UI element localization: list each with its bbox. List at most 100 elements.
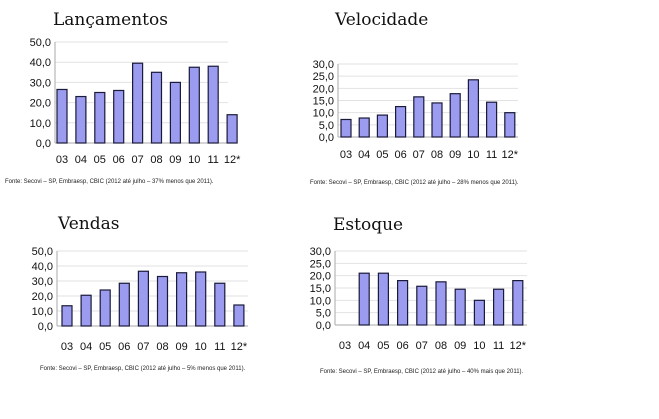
x-tick-label: 07: [413, 149, 425, 161]
x-tick-label: 06: [394, 149, 406, 161]
bar-10: [188, 66, 200, 144]
bar-06: [397, 280, 409, 326]
bar-10: [195, 271, 207, 327]
x-tick-label: 08: [156, 341, 168, 353]
x-tick-label: 10: [467, 149, 479, 161]
y-tick-label: 0,0: [36, 138, 51, 150]
bar-08: [431, 102, 443, 138]
chart-0: Lançamentos 0,0 10,0 20,0 30,0 40,0 50,0 03 04 05…: [5, 10, 241, 185]
x-tick-label: 03: [340, 149, 352, 161]
y-tick-label: 10,0: [310, 295, 331, 307]
chart-title: Velocidade: [334, 10, 428, 30]
bar-03: [56, 88, 68, 144]
x-tick-label: 07: [137, 341, 149, 353]
x-tick-label: 09: [169, 154, 181, 166]
bar-07: [413, 96, 425, 138]
x-tick-label: 09: [454, 340, 466, 352]
chart-3: Estoque 0,05,010,015,020,025,030,0 03 04 05 0…: [310, 215, 527, 375]
y-tick-label: 20,0: [32, 291, 53, 303]
chart-title: Estoque: [333, 215, 403, 235]
y-tick-label: 10,0: [313, 108, 334, 120]
bar-12-star: [504, 112, 516, 138]
y-tick-label: 10,0: [30, 118, 51, 130]
source-note: Fonte: Secovi – SP, Embraesp, CBIC (2012…: [310, 180, 519, 186]
bar-12-star: [233, 304, 245, 327]
bar-11: [207, 65, 219, 144]
y-tick-label: 40,0: [32, 261, 53, 273]
x-tick-label: 04: [358, 149, 370, 161]
bar-09: [454, 288, 466, 326]
bar-07: [137, 270, 149, 327]
x-tick-label: 10: [473, 340, 485, 352]
bar-06: [118, 282, 130, 327]
x-tick-label: 05: [377, 340, 389, 352]
x-tick-label: 04: [75, 154, 87, 166]
y-tick-label: 50,0: [30, 37, 51, 49]
bar-12-star: [226, 114, 238, 144]
x-tick-label: 12*: [502, 149, 519, 161]
bar-09: [449, 93, 461, 138]
y-tick-label: 0,0: [319, 132, 334, 144]
x-tick-label: 11: [207, 154, 218, 166]
bar-09: [169, 81, 181, 144]
bar-08: [435, 281, 447, 326]
x-tick-label: 06: [396, 340, 408, 352]
x-tick-label: 12*: [231, 341, 248, 353]
bar-04: [358, 272, 370, 326]
y-tick-label: 40,0: [30, 57, 51, 69]
bar-05: [99, 289, 111, 327]
x-tick-label: 05: [94, 154, 106, 166]
source-note: Fonte: Secovi – SP, Embraesp, CBIC (2012…: [320, 369, 524, 375]
y-tick-label: 10,0: [32, 306, 53, 318]
x-tick-label: 03: [61, 341, 73, 353]
bar-04: [358, 117, 370, 138]
x-tick-label: 12*: [510, 340, 527, 352]
y-tick-label: 30,0: [30, 77, 51, 89]
bar-12-star: [512, 280, 524, 326]
x-tick-label: 04: [80, 341, 92, 353]
x-tick-label: 03: [56, 154, 68, 166]
source-note: Fonte: Secovi – SP, Embraesp, CBIC (2012…: [5, 179, 214, 185]
y-tick-label: 20,0: [30, 98, 51, 110]
y-tick-label: 30,0: [32, 276, 53, 288]
y-tick-label: 20,0: [310, 271, 331, 283]
bar-10: [473, 299, 485, 326]
y-tick-label: 5,0: [319, 120, 334, 132]
x-tick-label: 06: [113, 154, 125, 166]
x-tick-label: 07: [416, 340, 428, 352]
y-tick-label: 15,0: [313, 96, 334, 108]
bar-03: [340, 118, 352, 138]
chart-title: Vendas: [57, 214, 119, 234]
chart-title: Lançamentos: [53, 10, 168, 30]
x-tick-label: 07: [131, 154, 143, 166]
x-tick-label: 11: [214, 341, 225, 353]
x-tick-label: 04: [358, 340, 370, 352]
y-tick-label: 5,0: [316, 308, 331, 320]
x-tick-label: 08: [150, 154, 162, 166]
x-tick-label: 10: [195, 341, 207, 353]
x-tick-label: 05: [99, 341, 111, 353]
x-tick-label: 12*: [224, 154, 241, 166]
x-tick-label: 05: [376, 149, 388, 161]
bar-05: [377, 272, 389, 326]
bar-06: [395, 105, 407, 138]
chart-1: Velocidade 0,05,010,015,020,025,030,0 03 04…: [310, 10, 519, 186]
y-tick-label: 25,0: [313, 71, 334, 83]
x-tick-label: 09: [175, 341, 187, 353]
bar-08: [156, 275, 169, 327]
y-tick-label: 30,0: [313, 59, 334, 71]
x-tick-label: 10: [188, 154, 200, 166]
y-tick-label: 25,0: [310, 258, 331, 270]
bar-07: [132, 62, 144, 144]
bar-05: [376, 114, 388, 138]
chart-2: Vendas 0,0 10,0 20,0 30,0 40,0 50,0 03 04 05 06 07 0…: [32, 214, 248, 372]
bar-11: [214, 282, 226, 327]
x-tick-label: 11: [493, 340, 504, 352]
bar-08: [150, 71, 163, 144]
y-tick-label: 20,0: [313, 83, 334, 95]
bar-04: [80, 294, 92, 327]
y-tick-label: 0,0: [316, 320, 331, 332]
bar-06: [113, 89, 125, 144]
